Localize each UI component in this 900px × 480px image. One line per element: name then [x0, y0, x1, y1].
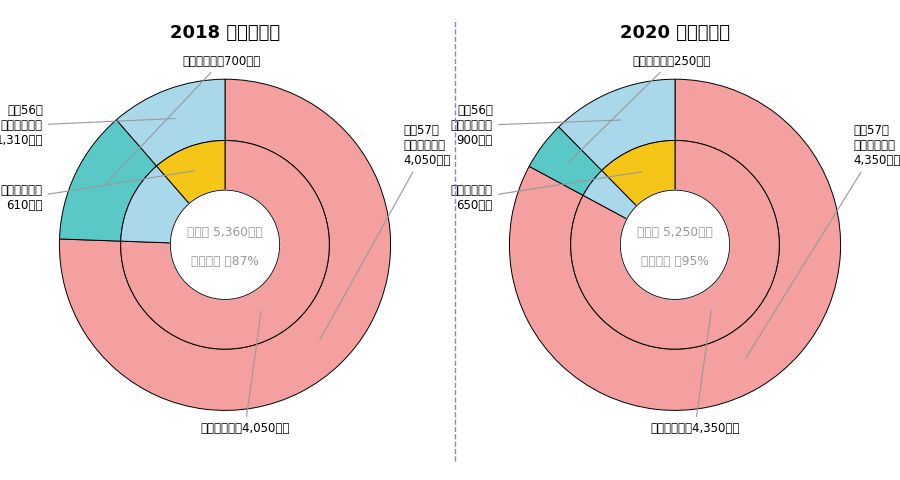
Wedge shape [583, 170, 636, 219]
Wedge shape [157, 141, 225, 204]
Text: 耐震化率 約95%: 耐震化率 約95% [641, 255, 709, 268]
Text: 耐震性不足：700万戸: 耐震性不足：700万戸 [105, 55, 261, 185]
Wedge shape [121, 166, 189, 243]
Circle shape [620, 190, 730, 300]
Text: 昭和57年
以降に建築：
4,350万戸: 昭和57年 以降に建築： 4,350万戸 [746, 124, 900, 358]
Wedge shape [116, 79, 225, 166]
Text: 耐震性あり：
650万戸: 耐震性あり： 650万戸 [451, 172, 642, 213]
Text: 昭和56年
以前に建築：
900万戸: 昭和56年 以前に建築： 900万戸 [451, 104, 621, 147]
Wedge shape [602, 141, 675, 206]
Circle shape [170, 190, 280, 300]
Wedge shape [59, 79, 391, 410]
Title: 2018 年（実績）: 2018 年（実績） [170, 24, 280, 42]
Wedge shape [509, 79, 841, 410]
Text: 昭和56年
以前に建築：
1,310万戸: 昭和56年 以前に建築： 1,310万戸 [0, 104, 175, 147]
Wedge shape [121, 141, 329, 349]
Wedge shape [559, 79, 675, 170]
Text: 耐震性あり：4,050万戸: 耐震性あり：4,050万戸 [200, 311, 290, 435]
Text: 耐震性あり：
610万戸: 耐震性あり： 610万戸 [1, 171, 194, 213]
Wedge shape [571, 141, 779, 349]
Wedge shape [59, 120, 157, 241]
Text: 耐震性あり：4,350万戸: 耐震性あり：4,350万戸 [650, 311, 740, 435]
Text: 耐震性不足：250万戸: 耐震性不足：250万戸 [569, 55, 711, 162]
Text: 耐震化率 約87%: 耐震化率 約87% [191, 255, 259, 268]
Title: 2020 年（目標）: 2020 年（目標） [620, 24, 730, 42]
Text: 総戸数 5,250万戸: 総戸数 5,250万戸 [637, 226, 713, 239]
Wedge shape [529, 127, 602, 195]
Text: 総戸数 5,360万戸: 総戸数 5,360万戸 [187, 226, 263, 239]
Text: 昭和57年
以降に建築：
4,050万戸: 昭和57年 以降に建築： 4,050万戸 [320, 124, 451, 339]
